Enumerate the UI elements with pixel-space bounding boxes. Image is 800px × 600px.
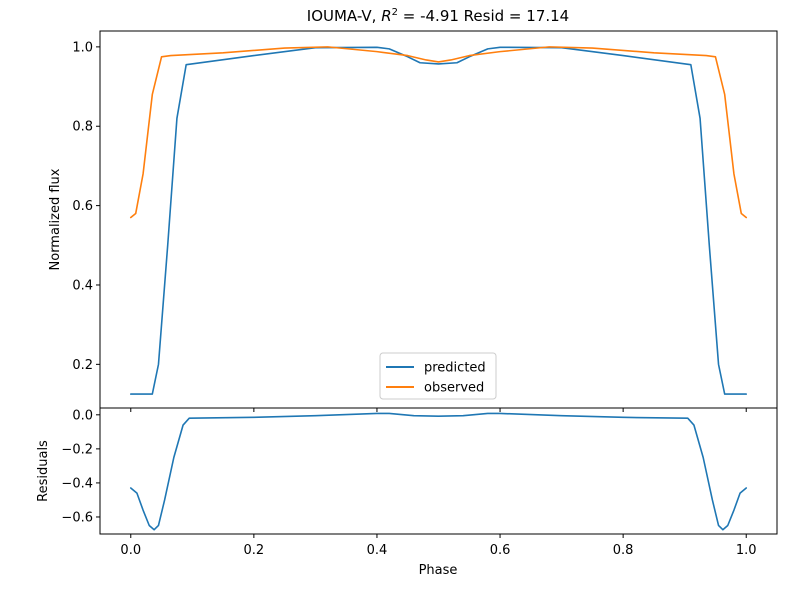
flux-panel: 0.2 0.4 0.6 0.8 1.0 Normalized flux predicte… [48,30,778,412]
residuals-y-tick-label: 0.0 [72,408,93,423]
x-tick-label: 0.4 [367,543,388,558]
x-axis-label: Phase [419,563,458,578]
residuals-panel: −0.6 −0.4 −0.2 0.0 0.0 0.2 0.4 0.6 0.8 1.0 Resid… [36,407,778,578]
residuals-y-tick-label: −0.2 [61,442,93,457]
title-suffix: = -4.91 Resid = 17.14 [398,7,569,25]
residuals-y-axis-label: Residuals [36,440,51,502]
residuals-y-tick-label: −0.4 [61,476,93,491]
flux-y-tick-label: 0.2 [72,358,93,373]
title-prefix: IOUMA-V, [307,7,381,25]
chart-title: IOUMA-V, R2 = -4.91 Resid = 17.14 [307,7,569,25]
legend-label-predicted: predicted [424,361,486,376]
flux-panel-frame [99,30,778,409]
flux-series-observed-line [129,46,748,219]
flux-series-predicted-line [129,46,748,395]
flux-y-tick-label: 0.6 [72,199,93,214]
flux-y-tick-label: 0.8 [72,120,93,135]
x-tick-label: 0.6 [490,543,511,558]
x-tick-label: 1.0 [736,543,757,558]
flux-y-axis-label: Normalized flux [48,168,63,270]
legend: predicted observed [379,352,497,400]
residuals-series-residuals-line [129,412,748,531]
title-r-symbol: R [381,7,391,25]
legend-label-observed: observed [424,381,484,396]
flux-y-tick-label: 1.0 [72,40,93,55]
x-tick-label: 0.0 [120,543,141,558]
title-r-exponent: 2 [392,7,398,18]
residuals-panel-frame [99,407,778,535]
residuals-y-tick-label: −0.6 [61,510,93,525]
flux-y-tick-label: 0.4 [72,278,93,293]
x-tick-label: 0.2 [244,543,265,558]
x-tick-label: 0.8 [613,543,634,558]
